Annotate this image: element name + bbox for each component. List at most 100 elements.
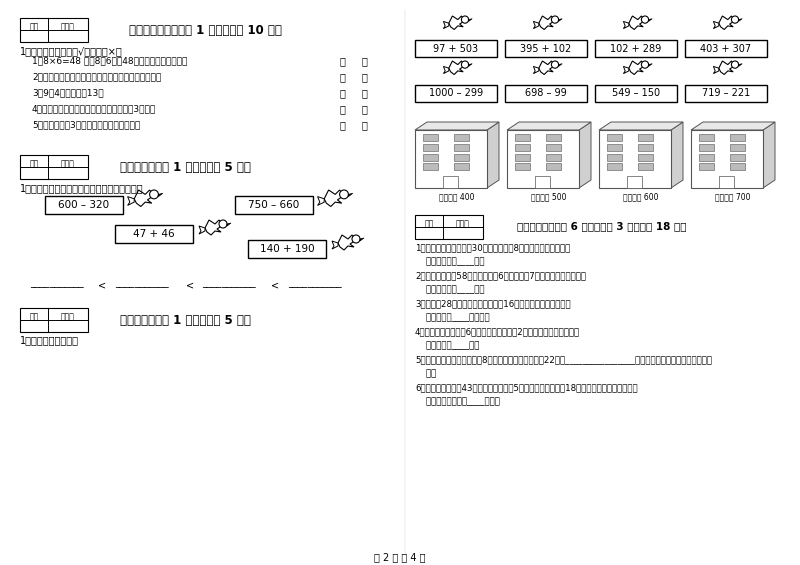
Bar (607, 154, 622, 161)
Text: 五、判断对与错（共 1 大题，共计 10 分）: 五、判断对与错（共 1 大题，共计 10 分） (129, 24, 282, 37)
Text: ）: ） (362, 72, 368, 82)
Text: 2、羊圈里原来有58只羊，先走了6只，又走了7只，现在还有多少只？: 2、羊圈里原来有58只羊，先走了6只，又走了7只，现在还有多少只？ (415, 271, 586, 280)
Bar (730, 154, 745, 161)
Text: <: < (271, 280, 279, 290)
Bar (607, 163, 622, 170)
Text: ）: ） (362, 104, 368, 114)
Bar (699, 154, 714, 161)
Text: 得数大约 500: 得数大约 500 (531, 192, 566, 201)
Polygon shape (629, 61, 645, 75)
Circle shape (462, 61, 469, 68)
Text: 答：小青有____张照片。: 答：小青有____张照片。 (415, 313, 490, 322)
Text: 6、学校里原来种了43棵树，今年又种了5棵，植树节时又种了18棵，现在学校里有几棵树？: 6、学校里原来种了43棵树，今年又种了5棵，植树节时又种了18棵，现在学校里有几… (415, 383, 638, 392)
Polygon shape (487, 122, 499, 188)
Text: 47 + 46: 47 + 46 (133, 229, 175, 239)
Text: 1、估一估，连一连。: 1、估一估，连一连。 (20, 335, 79, 345)
Text: 600 – 320: 600 – 320 (58, 200, 110, 210)
Text: ___________: ___________ (30, 278, 84, 288)
Text: 4、一个长方形桌面，锯掉一个角，只剩下3个角。: 4、一个长方形桌面，锯掉一个角，只剩下3个角。 (32, 104, 156, 113)
Polygon shape (599, 122, 683, 130)
Text: （: （ (340, 104, 346, 114)
Text: 140 + 190: 140 + 190 (260, 244, 314, 254)
Polygon shape (449, 16, 465, 29)
Text: 403 + 307: 403 + 307 (701, 44, 751, 54)
Polygon shape (134, 190, 154, 206)
Circle shape (642, 16, 649, 23)
Bar (515, 154, 530, 161)
Bar (454, 163, 469, 170)
Polygon shape (338, 235, 356, 250)
Polygon shape (443, 21, 449, 29)
Polygon shape (558, 19, 562, 21)
Text: 得分: 得分 (30, 312, 38, 321)
Bar (599, 130, 671, 188)
Text: 750 – 660: 750 – 660 (248, 200, 300, 210)
Polygon shape (649, 64, 652, 67)
Text: 六、比一比（共 1 大题，共计 5 分）: 六、比一比（共 1 大题，共计 5 分） (119, 161, 250, 174)
Text: 得数接近 400: 得数接近 400 (439, 192, 474, 201)
Bar (20, 308, 88, 332)
Bar (719, 176, 734, 188)
Polygon shape (579, 122, 591, 188)
Bar (730, 144, 745, 151)
Text: 3、小青有28张照片，粗片比照片多16张，小青有多少张照片？: 3、小青有28张照片，粗片比照片多16张，小青有多少张照片？ (415, 299, 570, 308)
Polygon shape (534, 21, 539, 29)
Circle shape (340, 190, 349, 199)
Text: （: （ (340, 120, 346, 130)
Circle shape (731, 16, 738, 23)
Bar (454, 134, 469, 141)
Bar (699, 144, 714, 151)
Polygon shape (349, 193, 353, 197)
Text: ___________: ___________ (288, 278, 342, 288)
Polygon shape (539, 16, 555, 29)
Bar (546, 134, 561, 141)
Polygon shape (415, 122, 499, 130)
Bar (115, 225, 193, 243)
Text: 1、判断对错。对的打√，错的打×。: 1、判断对错。对的打√，错的打×。 (20, 46, 122, 56)
Polygon shape (318, 197, 324, 206)
Text: 5、同学们打小旗，小黄旗有8面，小红旗的比小黄旗多22面，________________？（先提出问题，再列式计算。）: 5、同学们打小旗，小黄旗有8面，小红旗的比小黄旗多22面，___________… (415, 355, 712, 364)
Text: （: （ (340, 88, 346, 98)
Bar (546, 163, 561, 170)
Circle shape (462, 16, 469, 23)
Text: 第 2 页 共 4 页: 第 2 页 共 4 页 (374, 552, 426, 562)
Text: ___________: ___________ (115, 278, 169, 288)
Text: 答：一共能坐____人。: 答：一共能坐____人。 (415, 257, 485, 266)
Circle shape (551, 61, 558, 68)
Bar (505, 40, 587, 57)
Bar (638, 154, 653, 161)
Bar (607, 134, 622, 141)
Bar (595, 40, 677, 57)
Text: 答：一共有____人。: 答：一共有____人。 (415, 341, 479, 350)
Polygon shape (360, 238, 364, 241)
Bar (415, 130, 487, 188)
Polygon shape (199, 226, 205, 234)
Polygon shape (629, 16, 645, 29)
Bar (235, 196, 313, 214)
Bar (20, 18, 88, 42)
Circle shape (150, 190, 158, 199)
Text: 得分: 得分 (30, 159, 38, 168)
Text: 395 + 102: 395 + 102 (520, 44, 572, 54)
Text: 答：现在还有____只。: 答：现在还有____只。 (415, 285, 485, 294)
Polygon shape (539, 61, 555, 75)
Bar (415, 215, 483, 239)
Polygon shape (469, 64, 472, 67)
Bar (248, 240, 326, 258)
Bar (454, 154, 469, 161)
Bar (423, 163, 438, 170)
Polygon shape (623, 21, 629, 29)
Text: 1、会议室里，单人椅有30把，双人椅有8把，一共能坐多少人？: 1、会议室里，单人椅有30把，双人椅有8把，一共能坐多少人？ (415, 243, 570, 252)
Polygon shape (534, 67, 539, 73)
Text: 得数接近 600: 得数接近 600 (623, 192, 658, 201)
Text: 答：: 答： (415, 369, 436, 378)
Bar (443, 176, 458, 188)
Circle shape (551, 16, 558, 23)
Polygon shape (558, 64, 562, 67)
Text: 549 – 150: 549 – 150 (612, 89, 660, 98)
Text: 评卷人: 评卷人 (61, 159, 75, 168)
Polygon shape (332, 241, 338, 249)
Bar (699, 163, 714, 170)
Text: ）: ） (362, 120, 368, 130)
Polygon shape (691, 122, 775, 130)
